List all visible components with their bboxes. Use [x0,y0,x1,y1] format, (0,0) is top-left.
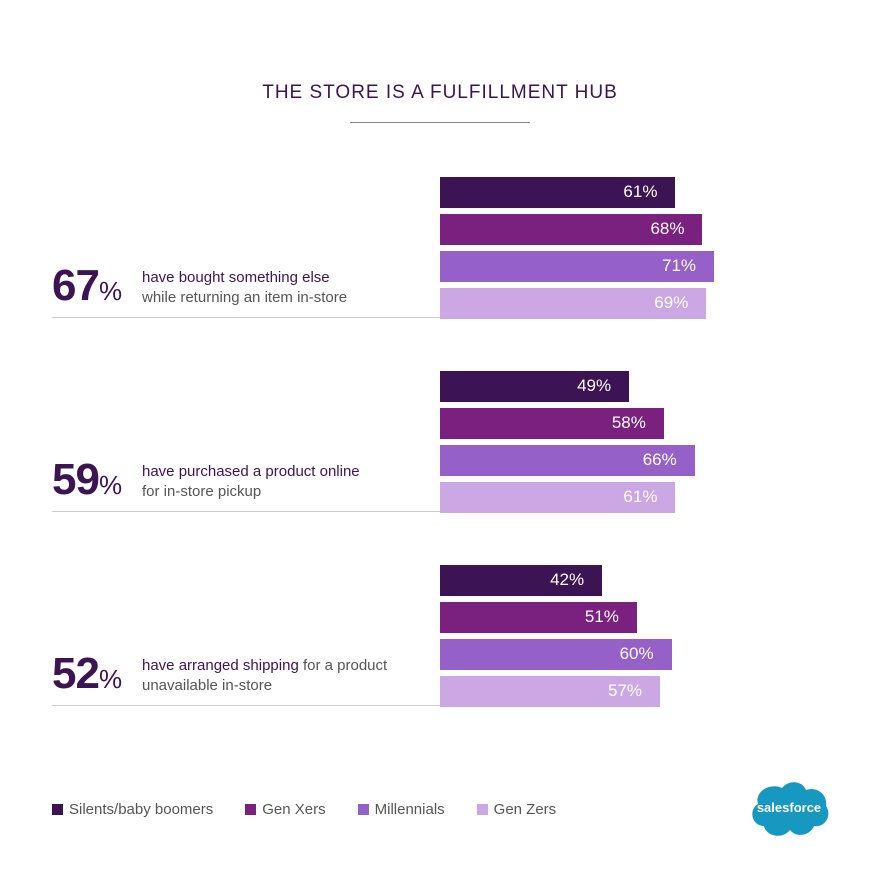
legend-swatch [476,804,488,815]
legend: Silents/baby boomers Gen Xers Millennials G… [52,801,556,818]
bar-label: 58% [611,413,646,432]
bar-label: 69% [654,293,689,312]
bar: 61% [440,177,676,208]
bar-label: 66% [642,450,677,469]
legend-item: Gen Xers [245,801,326,818]
stat-value: 67 [52,261,100,310]
legend-item: Millennials [357,801,445,818]
bar: 51% [440,602,637,633]
baseline [52,317,440,318]
stat-group: 59% have purchased a product online for … [52,371,752,521]
bar-label: 68% [650,219,685,238]
stat-line2: while returning an item in-store [142,289,348,306]
legend-label: Silents/baby boomers [69,801,214,818]
bar: 58% [440,408,664,439]
bar-label: 51% [584,607,619,626]
baseline [52,705,440,706]
stat-headline: 67% [52,261,122,311]
chart-title: THE STORE IS A FULFILLMENT HUB [262,82,618,103]
legend-label: Millennials [374,801,445,818]
stat-line1-bold: have arranged shipping [142,657,299,674]
bar: 71% [440,251,715,282]
stat-percent-sign: % [98,470,123,500]
stat-line2: unavailable in-store [142,677,273,694]
bar: 42% [440,565,603,596]
stat-line1-rest: for a product [298,657,388,674]
title-divider [350,122,530,123]
stat-headline: 52% [52,649,122,699]
legend-label: Gen Zers [493,801,557,818]
bar: 68% [440,214,703,245]
bar: 69% [440,288,707,319]
legend-label: Gen Xers [262,801,326,818]
bar: 60% [440,639,672,670]
legend-swatch [52,804,63,815]
stat-line1: have purchased a product online [142,463,360,480]
bar-label: 42% [550,570,585,589]
stat-value: 52 [52,649,100,698]
stat-line1: have bought something else [142,269,330,286]
stat-percent-sign: % [98,664,123,694]
stat-group: 52% have arranged shipping for a product… [52,565,752,715]
bar: 49% [440,371,630,402]
legend-swatch [245,804,257,815]
legend-item: Gen Zers [476,801,557,818]
stat-group: 67% have bought something else while ret… [52,177,752,327]
stat-headline: 59% [52,455,122,505]
bar-label: 61% [623,487,658,506]
stat-line1: have arranged shipping for a product [142,657,387,674]
bar-label: 60% [619,644,654,663]
stat-line2: for in-store pickup [142,483,262,500]
bar-label: 49% [577,376,612,395]
bar: 61% [440,482,676,513]
stat-value: 59 [52,455,100,504]
bar-label: 71% [662,256,697,275]
svg-text:salesforce: salesforce [757,800,821,815]
stat-percent-sign: % [98,276,123,306]
legend-item: Silents/baby boomers [52,801,213,818]
salesforce-logo: salesforce [752,782,829,836]
bar: 57% [440,676,661,707]
bar-label: 61% [623,182,658,201]
bar-label: 57% [607,681,643,700]
bar: 66% [440,445,695,476]
baseline [52,511,440,512]
legend-swatch [357,804,369,815]
